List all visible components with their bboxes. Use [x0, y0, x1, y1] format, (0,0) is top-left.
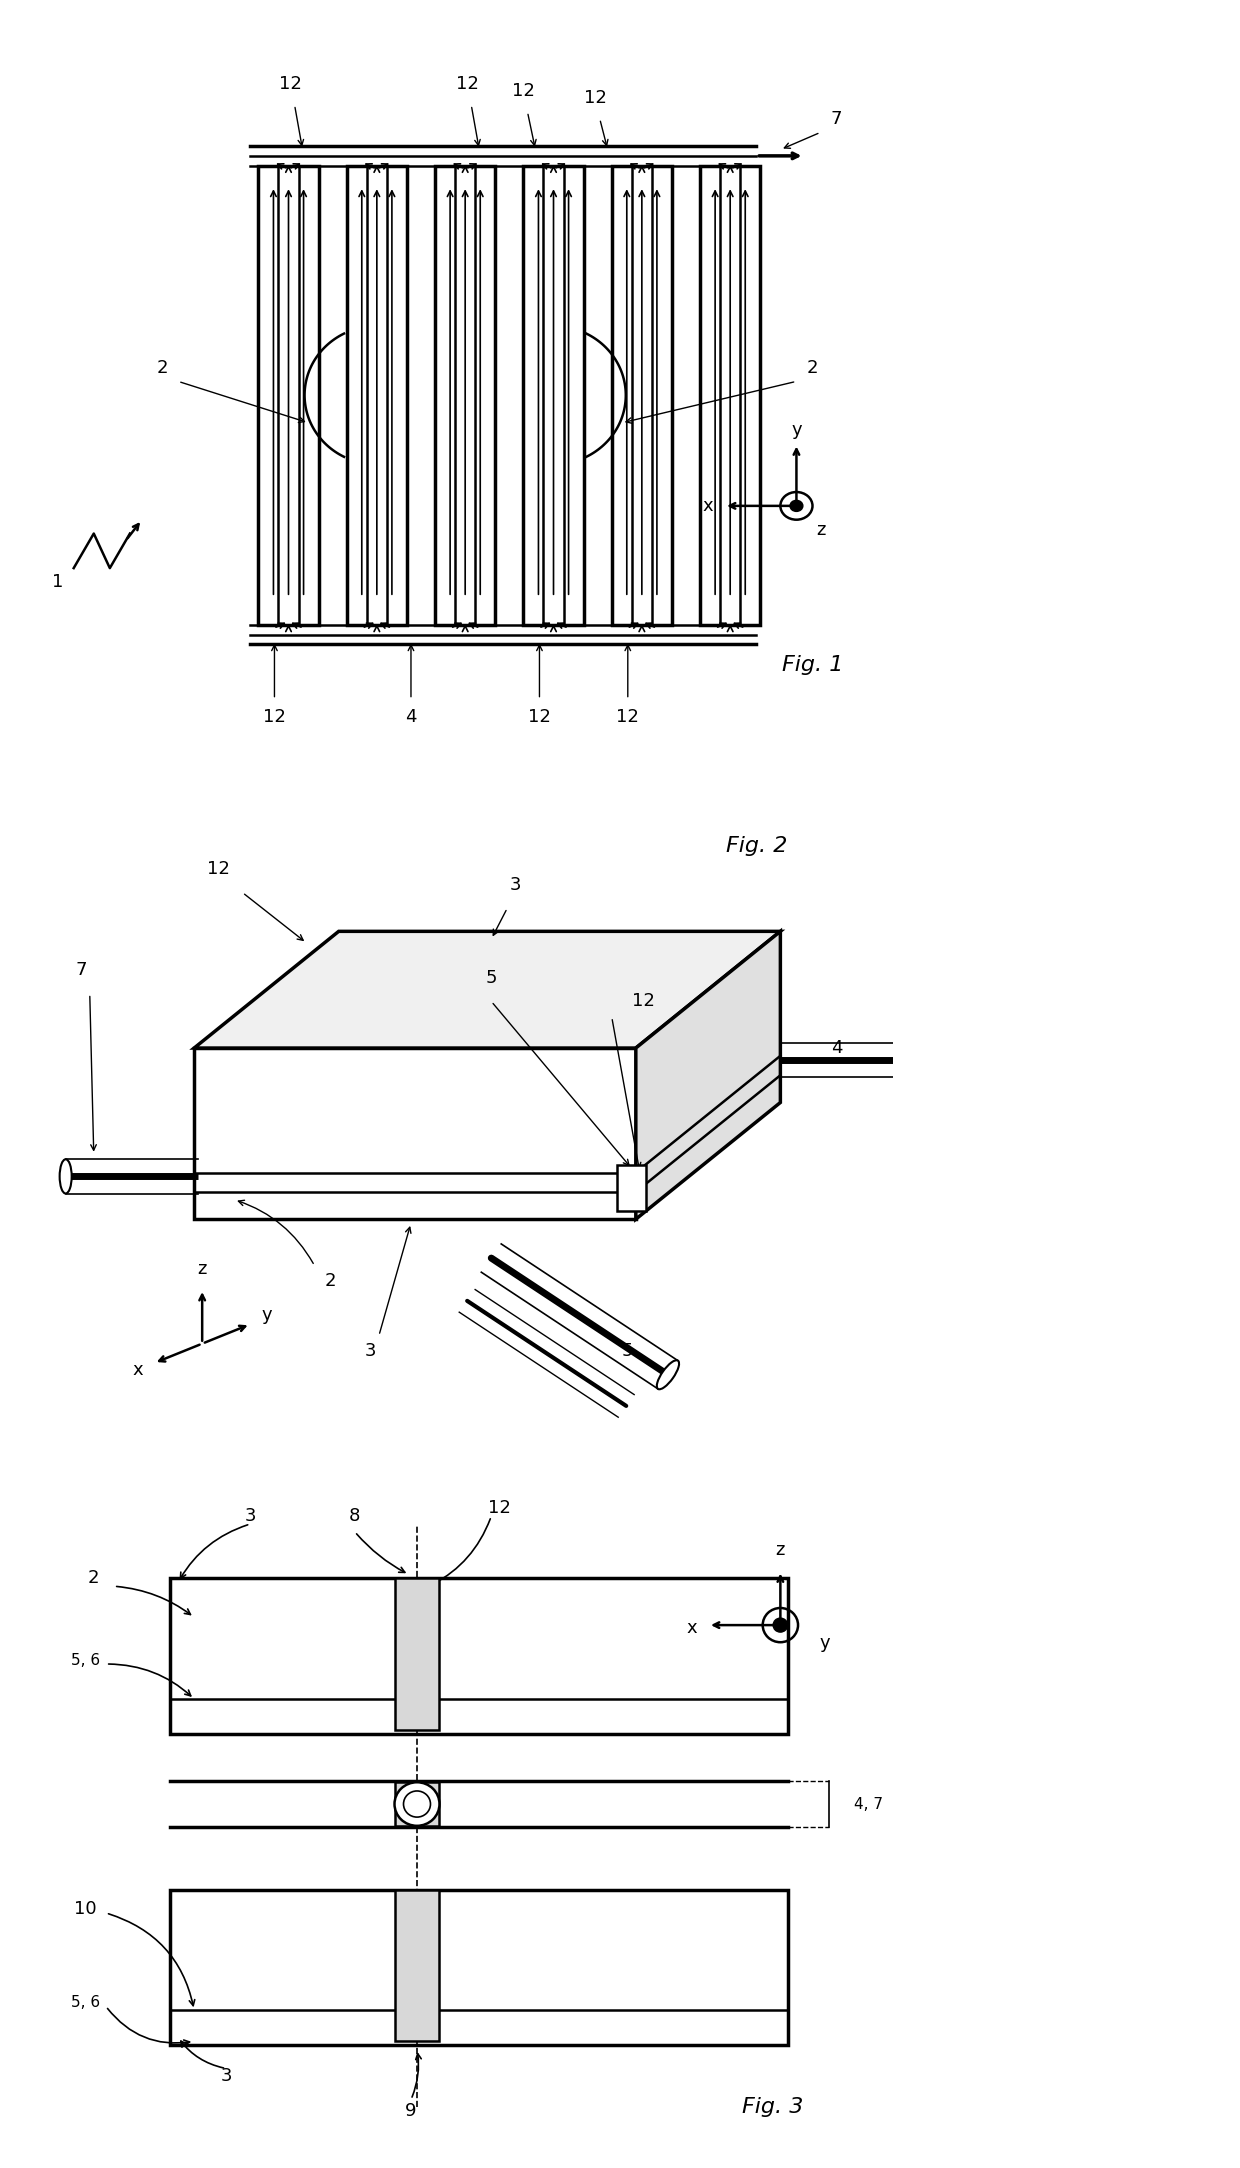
- Text: x: x: [133, 1362, 144, 1379]
- Text: z: z: [776, 1541, 785, 1559]
- Text: 12: 12: [616, 707, 640, 726]
- Text: 12: 12: [456, 76, 479, 93]
- Polygon shape: [195, 932, 780, 1047]
- Text: 3: 3: [510, 876, 521, 893]
- Bar: [394, 1578, 439, 1730]
- Circle shape: [790, 501, 802, 512]
- Text: 12: 12: [207, 861, 229, 878]
- Bar: [394, 1890, 439, 2042]
- Ellipse shape: [942, 1043, 955, 1077]
- Text: 3: 3: [365, 1342, 377, 1362]
- Text: Fig. 3: Fig. 3: [742, 2096, 804, 2118]
- Text: 4, 7: 4, 7: [854, 1797, 883, 1812]
- Text: 5: 5: [486, 969, 497, 986]
- Text: 4: 4: [831, 1038, 842, 1058]
- Text: 7: 7: [831, 111, 842, 128]
- Text: x: x: [687, 1619, 697, 1637]
- Bar: [170, 1578, 789, 1734]
- Text: x: x: [703, 496, 713, 514]
- Bar: [435, 165, 495, 624]
- Polygon shape: [636, 932, 780, 1218]
- Text: 4: 4: [405, 707, 417, 726]
- Text: 7: 7: [76, 960, 88, 980]
- Polygon shape: [195, 1047, 636, 1218]
- Text: 2: 2: [325, 1273, 336, 1290]
- Text: 1: 1: [52, 572, 63, 592]
- Text: 5, 6: 5, 6: [71, 1652, 100, 1667]
- Bar: [523, 165, 584, 624]
- Text: 12: 12: [632, 993, 655, 1010]
- Circle shape: [394, 1782, 439, 1825]
- Text: 12: 12: [512, 82, 534, 100]
- Bar: [258, 165, 319, 624]
- Text: 12: 12: [528, 707, 551, 726]
- Text: 2: 2: [156, 358, 167, 377]
- Text: 12: 12: [487, 1500, 511, 1518]
- Text: 3: 3: [244, 1507, 257, 1526]
- Bar: [170, 1890, 789, 2044]
- Bar: [611, 165, 672, 624]
- Text: 12: 12: [584, 89, 608, 106]
- Text: 2: 2: [88, 1570, 99, 1587]
- Text: 3: 3: [221, 2068, 232, 2086]
- Bar: [347, 165, 407, 624]
- Text: Fig. 1: Fig. 1: [781, 655, 843, 674]
- Ellipse shape: [657, 1359, 680, 1390]
- Text: z: z: [816, 520, 825, 540]
- Text: 8: 8: [350, 1507, 361, 1526]
- Text: 5: 5: [622, 1342, 634, 1362]
- Text: 10: 10: [74, 1899, 97, 1919]
- Text: 12: 12: [263, 707, 286, 726]
- Circle shape: [774, 1617, 787, 1633]
- Text: y: y: [262, 1307, 272, 1325]
- Text: 9: 9: [405, 2103, 417, 2120]
- Text: 12: 12: [279, 76, 303, 93]
- Text: 2: 2: [807, 358, 818, 377]
- Ellipse shape: [60, 1160, 72, 1195]
- Bar: [701, 165, 760, 624]
- Text: 5, 6: 5, 6: [71, 1995, 100, 2010]
- Text: Fig. 2: Fig. 2: [725, 837, 787, 856]
- Bar: [618, 1164, 646, 1212]
- Bar: [394, 1782, 439, 1825]
- Text: y: y: [820, 1635, 830, 1652]
- Text: z: z: [197, 1260, 207, 1277]
- Text: y: y: [791, 421, 802, 438]
